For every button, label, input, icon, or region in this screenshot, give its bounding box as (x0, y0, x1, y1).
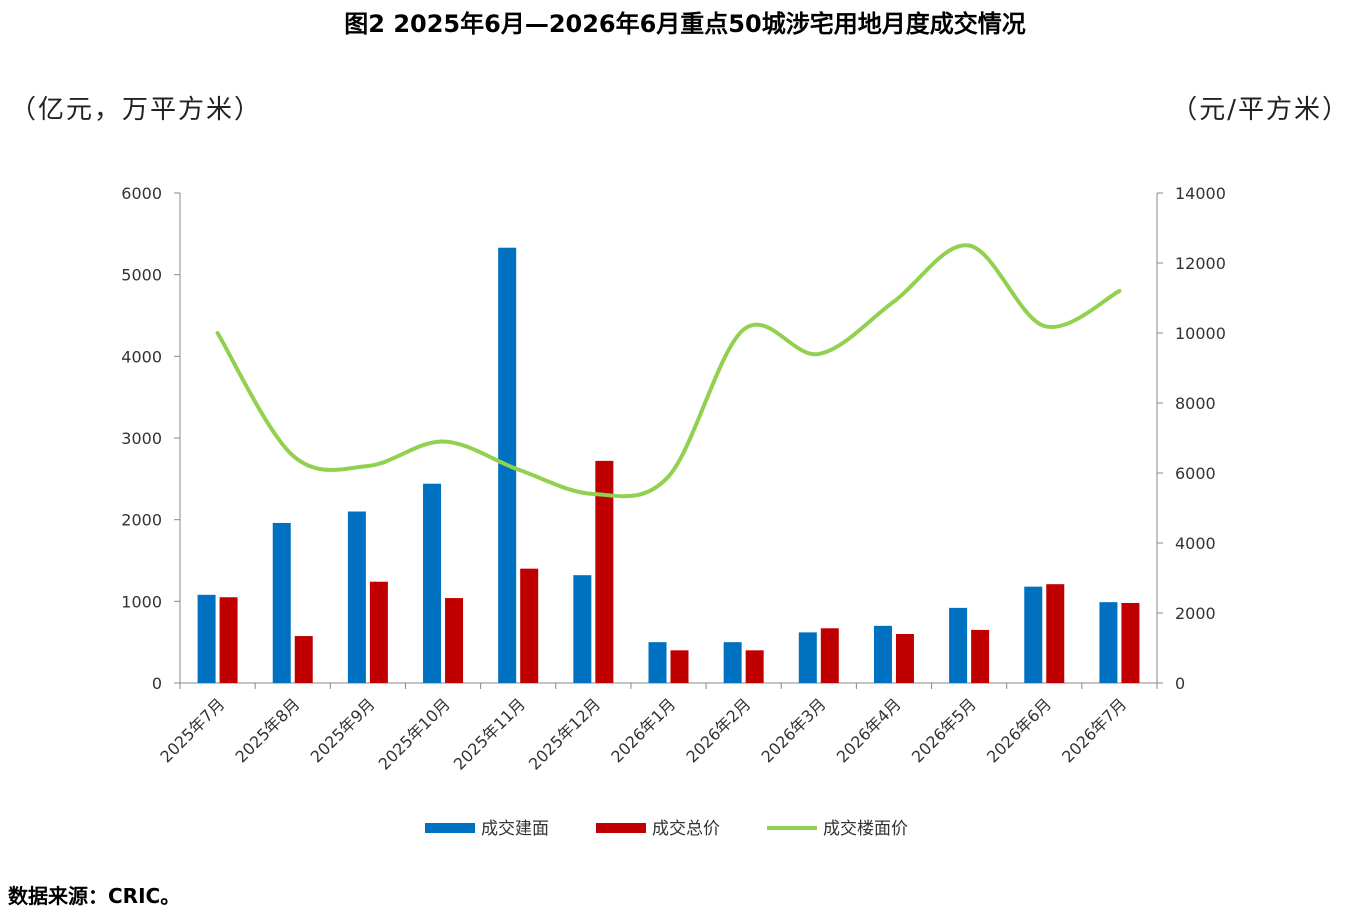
x-tick-label: 2026年1月 (607, 694, 679, 766)
y2-tick-label: 10000 (1175, 324, 1226, 343)
bar (1046, 584, 1065, 683)
bar (573, 575, 592, 683)
legend-swatch (596, 823, 646, 833)
x-tick-label: 2026年7月 (1058, 694, 1130, 766)
bar (723, 642, 742, 683)
y-tick-label: 0 (152, 674, 162, 693)
x-tick-label: 2025年10月 (375, 694, 454, 773)
bar (219, 597, 238, 683)
y-axis-label: （亿元，万平方米） (10, 95, 262, 125)
bar (820, 628, 839, 683)
y-tick-label: 5000 (121, 266, 162, 285)
bar (347, 511, 366, 683)
legend-label: 成交建面 (481, 819, 549, 839)
x-tick-label: 2026年2月 (682, 694, 754, 766)
bar (272, 522, 291, 683)
bar (520, 568, 539, 683)
x-tick-label: 2025年7月 (156, 694, 228, 766)
y2-tick-label: 8000 (1175, 394, 1216, 413)
y-tick-label: 1000 (121, 592, 162, 611)
x-tick-label: 2025年12月 (525, 694, 604, 773)
chart-title: 图2 2025年6月—2026年6月重点50城涉宅用地月度成交情况 (344, 10, 1025, 38)
bar (949, 607, 968, 683)
line (215, 243, 1122, 499)
bar (1024, 586, 1043, 683)
y2-tick-label: 0 (1175, 674, 1185, 693)
y2-tick-label: 2000 (1175, 604, 1216, 623)
legend-label: 成交总价 (652, 819, 720, 839)
bar (873, 625, 892, 683)
bar (294, 636, 313, 683)
y2-tick-label: 14000 (1175, 184, 1226, 203)
bar (1099, 602, 1118, 683)
bar (369, 581, 388, 683)
bar (798, 632, 817, 683)
y2-tick-label: 12000 (1175, 254, 1226, 273)
y-tick-label: 4000 (121, 347, 162, 366)
x-tick-label: 2026年3月 (758, 694, 830, 766)
y-tick-label: 6000 (121, 184, 162, 203)
legend-swatch (425, 823, 475, 833)
bar (971, 629, 990, 683)
bar (648, 642, 667, 683)
bar (745, 650, 764, 683)
x-tick-label: 2025年9月 (307, 694, 379, 766)
bar (895, 634, 914, 683)
bar (670, 650, 689, 683)
y2-tick-label: 4000 (1175, 534, 1216, 553)
y2-tick-label: 6000 (1175, 464, 1216, 483)
x-tick-label: 2025年8月 (232, 694, 304, 766)
x-tick-label: 2026年6月 (983, 694, 1055, 766)
bar (595, 460, 614, 683)
legend-label: 成交楼面价 (823, 819, 908, 839)
y-tick-label: 3000 (121, 429, 162, 448)
x-tick-label: 2026年5月 (908, 694, 980, 766)
bar (423, 483, 442, 683)
source-note: 数据来源：CRIC。 (8, 884, 180, 908)
y2-axis-label: （元/平方米） (1171, 95, 1350, 125)
x-tick-label: 2026年4月 (833, 694, 905, 766)
bar (445, 598, 464, 683)
bar (197, 594, 216, 683)
x-tick-label: 2025年11月 (450, 694, 529, 773)
y-tick-label: 2000 (121, 511, 162, 530)
bar (1121, 602, 1140, 683)
